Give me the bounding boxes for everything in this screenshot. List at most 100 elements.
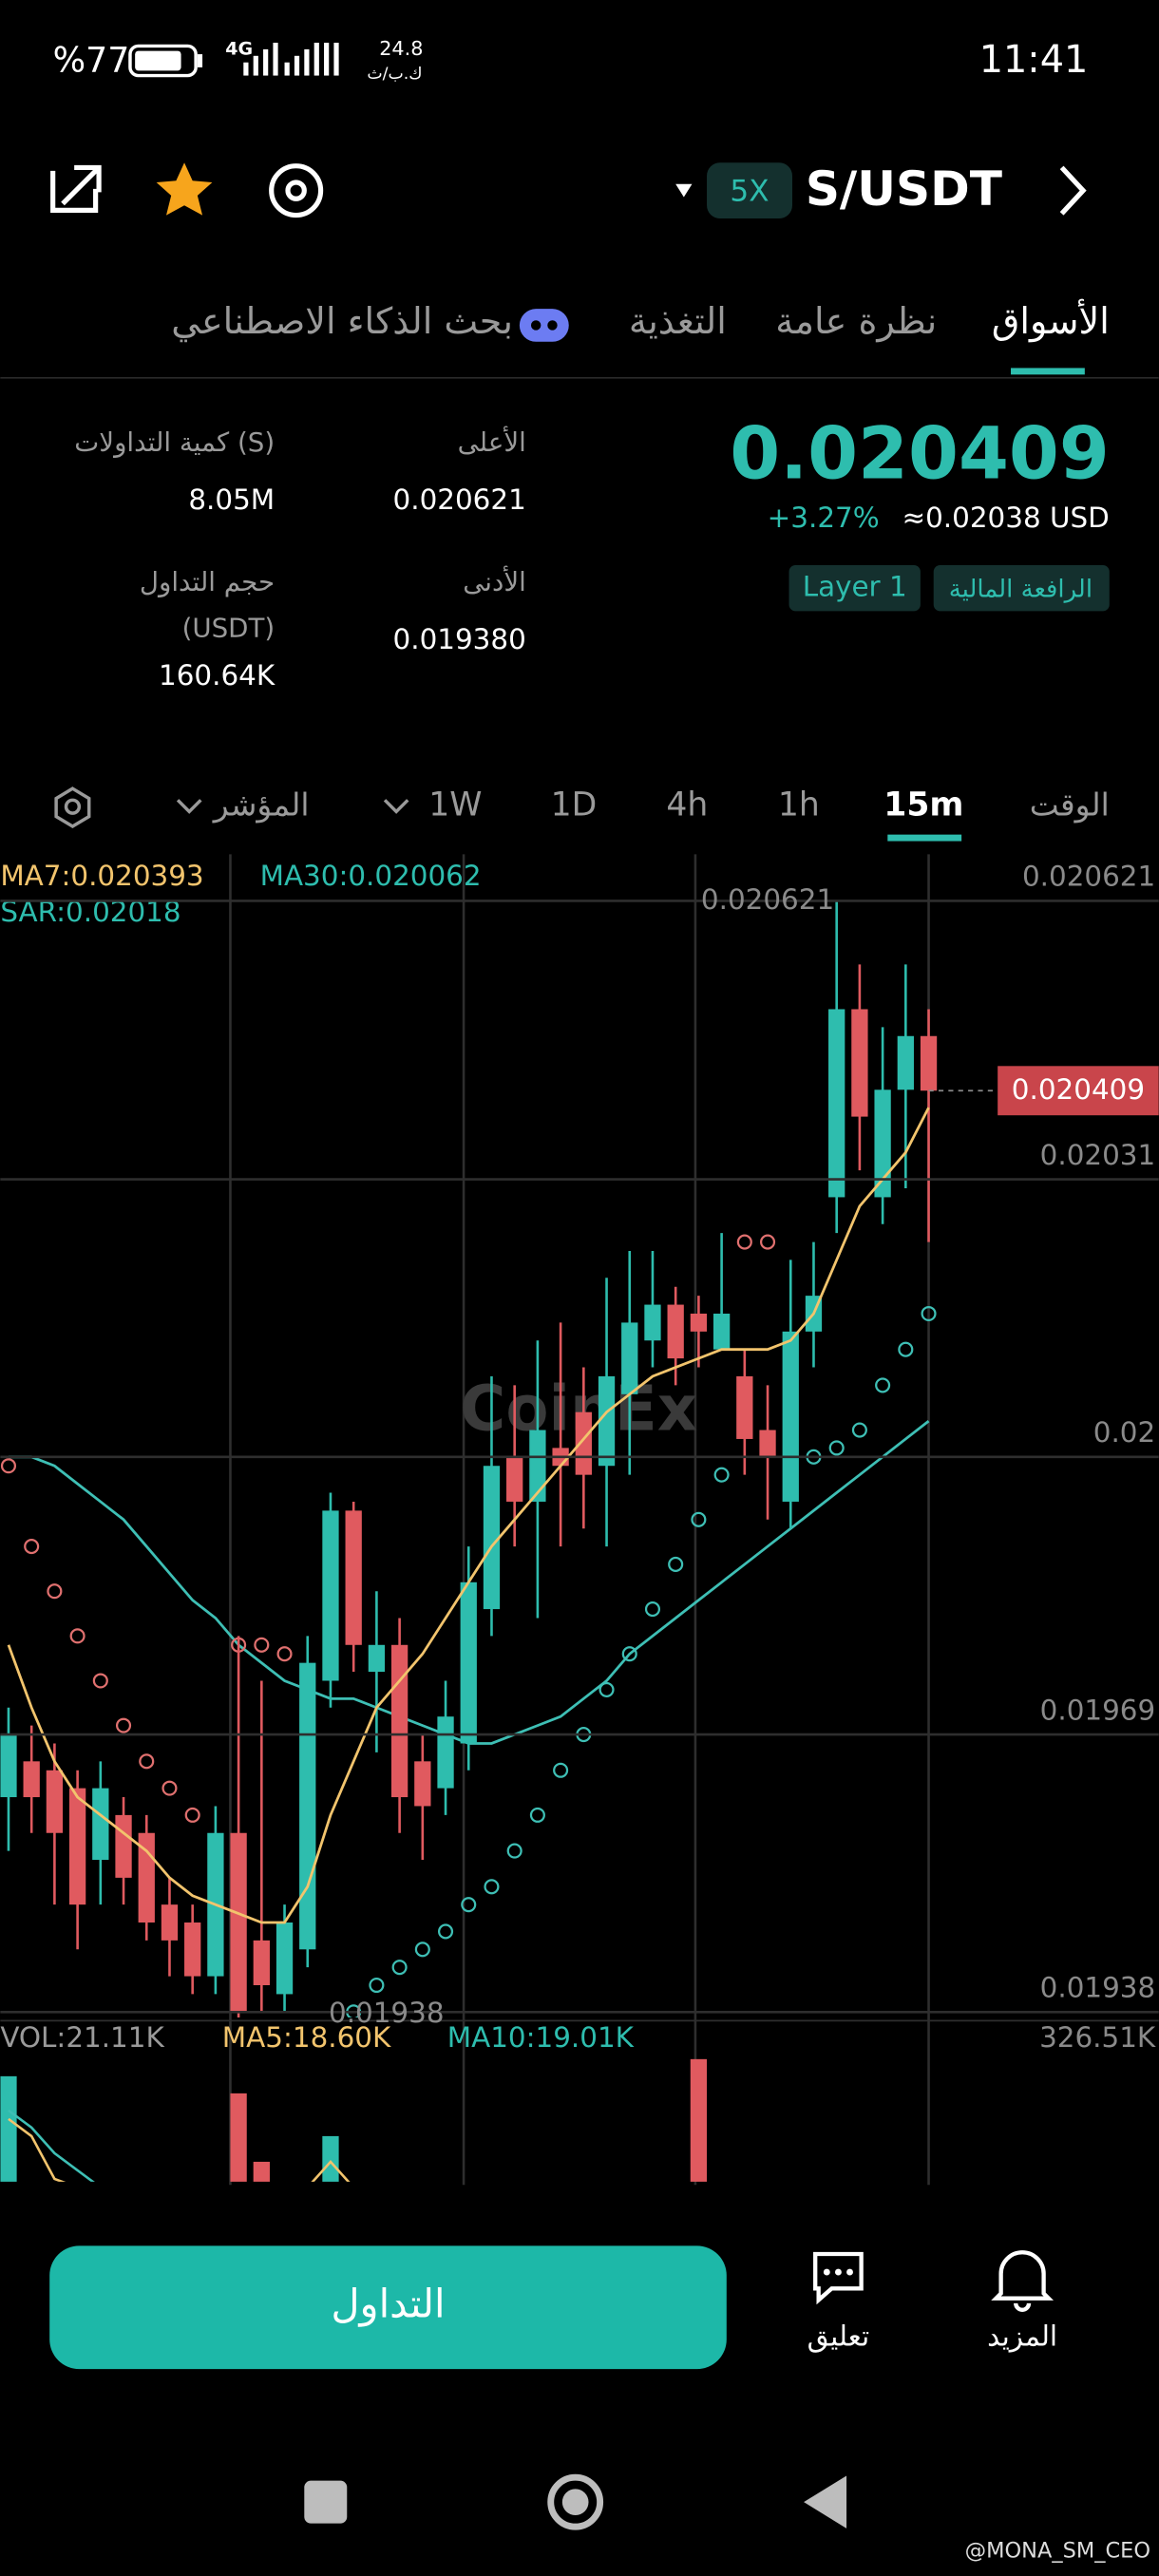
candle-body	[782, 1331, 799, 1502]
candle-body	[68, 1788, 86, 1905]
stat-label: كمية التداولات (S)	[74, 426, 275, 458]
sar-dot	[254, 1637, 270, 1653]
candle-body	[276, 1923, 294, 1995]
speed: 24.8	[379, 37, 423, 60]
tab[interactable]: نظرة عامة	[775, 300, 937, 343]
tab-indicator	[1011, 368, 1085, 375]
tag-box[interactable]	[788, 564, 921, 612]
approx-price: ≈0.02038 USD	[902, 502, 1109, 534]
last-price-label: 0.020409	[1012, 1073, 1145, 1106]
change: +3.27%	[768, 502, 880, 534]
tab[interactable]: التغذية	[629, 300, 727, 342]
sar-dot	[115, 1717, 132, 1733]
min-label: 0.01938	[329, 1997, 445, 2029]
timeframe[interactable]: الوقت	[1030, 786, 1110, 824]
candle-body	[529, 1430, 546, 1502]
indicator: VOL:21.11K	[0, 2021, 164, 2054]
tag: Layer 1	[803, 571, 907, 603]
candle-body	[874, 1089, 891, 1198]
candle-body	[390, 1644, 408, 1798]
sar-dot	[921, 1305, 937, 1322]
indicator: MA5:18.60K	[222, 2021, 391, 2054]
timeframe[interactable]: 1D	[551, 786, 598, 824]
timeframe[interactable]: 15m	[884, 786, 963, 824]
timeframe[interactable]: 4h	[666, 786, 708, 824]
indicator-line	[7, 1107, 930, 1924]
sar-dot	[391, 1960, 408, 1976]
candle-body	[299, 1662, 316, 1950]
volume-bar	[253, 2161, 270, 2182]
sar-dot	[875, 1377, 891, 1393]
candle-body	[115, 1814, 132, 1878]
nav-back[interactable]	[804, 2475, 847, 2529]
caret	[176, 799, 202, 814]
leverage-pill[interactable]	[707, 162, 792, 219]
nav-home[interactable]	[547, 2473, 604, 2530]
candle-body	[897, 1035, 914, 1090]
dropdown-caret[interactable]	[675, 183, 693, 198]
nav-recent[interactable]	[304, 2480, 348, 2524]
sar-dot	[691, 1511, 707, 1527]
timeframe[interactable]: 1W	[428, 786, 482, 824]
max-label: 0.020621	[701, 883, 834, 916]
stat-label: الأدنى	[463, 564, 526, 597]
tab[interactable]: الأسواق	[992, 298, 1110, 343]
sar-dot	[529, 1807, 545, 1823]
more-label[interactable]: المزيد	[987, 2320, 1057, 2353]
expand-button[interactable]	[50, 164, 102, 213]
sar-dot	[162, 1780, 178, 1796]
last-price-tag	[998, 1066, 1159, 1116]
indicator-menu[interactable]: المؤشر	[212, 786, 310, 824]
stat-value: 0.019380	[393, 623, 526, 655]
sar-dot	[668, 1556, 684, 1572]
comment-label[interactable]: تعليق	[808, 2320, 869, 2353]
candle-body	[184, 1923, 201, 1977]
candle-body	[230, 1832, 247, 2013]
view-button[interactable]	[269, 163, 324, 218]
y-tick-label: 0.02031	[1040, 1139, 1156, 1171]
speed-unit: ك.ب/ث	[367, 65, 422, 84]
y-tick-label: 0.01969	[1040, 1694, 1156, 1726]
candle-body	[161, 1904, 179, 1941]
sar-dot	[598, 1681, 615, 1697]
timeframe-indicator	[887, 834, 962, 842]
volume-bar	[230, 2093, 247, 2182]
candle-body	[437, 1716, 454, 1789]
candle-body	[828, 1009, 846, 1198]
sar-dot	[553, 1762, 569, 1778]
indicator: MA7:0.020393	[0, 860, 203, 892]
trade-button[interactable]	[49, 2245, 727, 2370]
tab[interactable]: بحث الذكاء الاصطناعي	[171, 300, 513, 342]
settings-button[interactable]	[54, 786, 91, 829]
battery-text: %77	[53, 40, 130, 81]
sar-dot	[644, 1601, 661, 1618]
nav-home-dot	[561, 2489, 589, 2516]
trade-label: التداول	[331, 2280, 445, 2326]
sar-dot	[369, 1977, 385, 1994]
tag-box[interactable]	[933, 564, 1110, 612]
stat-value: 0.020621	[393, 483, 526, 516]
comment-dots	[823, 2268, 853, 2276]
bell-icon[interactable]	[991, 2250, 1054, 2312]
timeframe[interactable]: 1h	[778, 786, 820, 824]
indicator: MA30:0.020062	[260, 860, 482, 892]
sar-dot	[484, 1879, 500, 1895]
clock: 11:41	[979, 38, 1089, 82]
indicator: MA10:19.01K	[447, 2021, 635, 2054]
comment-icon[interactable]	[813, 2251, 864, 2305]
pair[interactable]: S/USDT	[806, 161, 1002, 217]
tag: الرافعة المالية	[949, 575, 1092, 603]
favorite-star[interactable]	[156, 162, 213, 216]
candle-body	[253, 1940, 270, 1986]
candle-body	[736, 1375, 753, 1439]
signal-icon	[243, 42, 339, 76]
candle-body	[92, 1788, 109, 1861]
y-tick-label: 0.02	[1093, 1416, 1155, 1449]
next-button[interactable]	[1059, 165, 1087, 216]
volume-bar	[322, 2135, 339, 2182]
sar-dot	[736, 1234, 752, 1250]
candle-body	[667, 1304, 684, 1359]
stat-value: 8.05M	[188, 483, 275, 516]
